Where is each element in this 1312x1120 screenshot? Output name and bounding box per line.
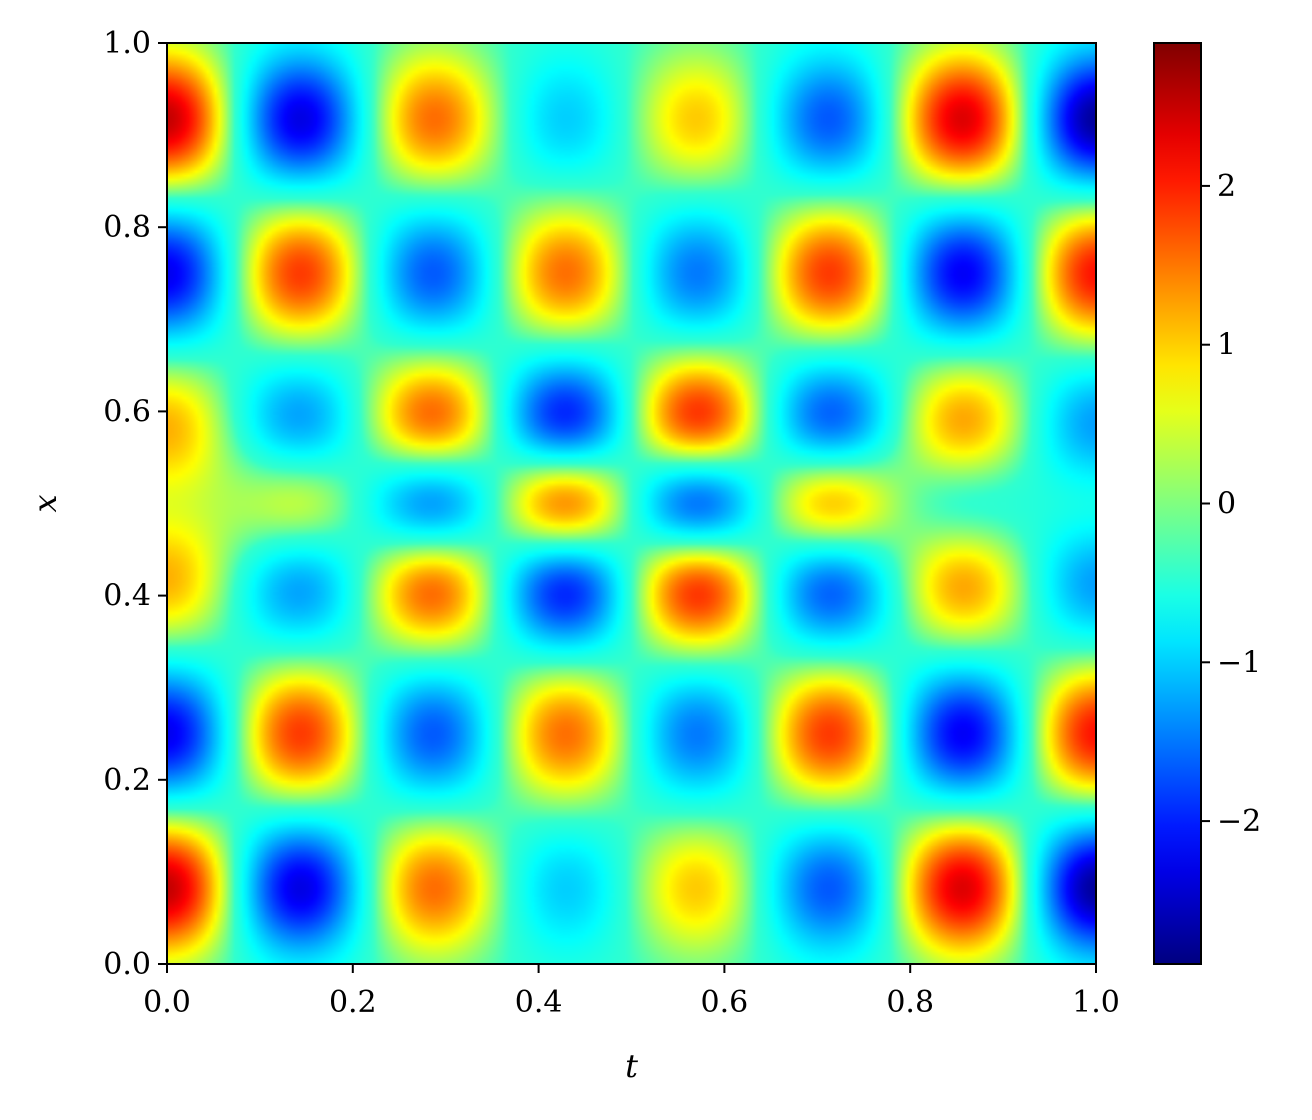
heatmap-image bbox=[167, 43, 1096, 964]
colorbar-tick-label: 1 bbox=[1217, 328, 1236, 363]
colorbar-tick-label: 2 bbox=[1217, 169, 1236, 204]
y-tick-label: 0.2 bbox=[103, 763, 151, 798]
colorbar-tick-label: −2 bbox=[1217, 804, 1261, 839]
colorbar bbox=[1153, 42, 1202, 965]
y-tick-label: 0.8 bbox=[103, 210, 151, 245]
x-axis-label: t bbox=[625, 1047, 638, 1085]
x-tick-label: 0.2 bbox=[329, 985, 377, 1020]
x-tick-label: 1.0 bbox=[1072, 985, 1120, 1020]
x-tick-label: 0.0 bbox=[143, 985, 191, 1020]
y-axis-label: x bbox=[26, 494, 64, 512]
x-tick-label: 0.6 bbox=[701, 985, 749, 1020]
y-tick-label: 0.6 bbox=[103, 394, 151, 429]
colorbar-tick-label: 0 bbox=[1217, 487, 1236, 522]
plot-frame bbox=[166, 42, 1097, 965]
x-tick-label: 0.8 bbox=[886, 985, 934, 1020]
colorbar-tick-label: −1 bbox=[1217, 645, 1261, 680]
y-tick-label: 0.4 bbox=[103, 579, 151, 614]
x-tick-label: 0.4 bbox=[515, 985, 563, 1020]
y-tick-label: 0.0 bbox=[103, 947, 151, 982]
y-tick-label: 1.0 bbox=[103, 26, 151, 61]
